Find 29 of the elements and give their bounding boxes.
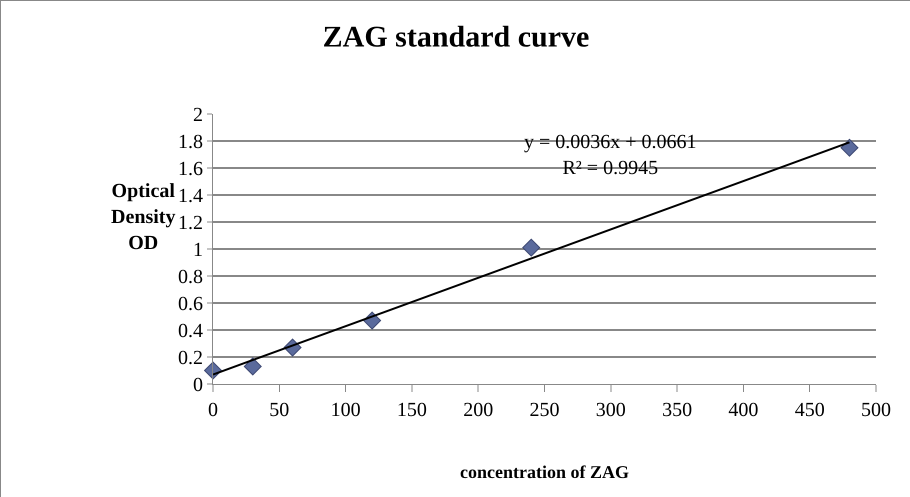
x-tick-label: 200 [463, 399, 494, 421]
y-tick-label: 1.2 [178, 212, 203, 234]
y-tick-label: 0.8 [178, 266, 203, 288]
x-tick-label: 100 [330, 399, 361, 421]
x-tick-label: 300 [596, 399, 626, 421]
y-tick-label: 1 [193, 239, 203, 261]
y-axis-title: Optical Density OD [111, 180, 176, 254]
x-tick-label: 400 [728, 399, 758, 421]
y-tick-label: 1.4 [178, 185, 203, 207]
point [244, 358, 262, 376]
y-tick-label: 1.8 [178, 131, 203, 153]
y-tick-label: 0 [193, 374, 203, 396]
y-tick-label: 0.2 [178, 347, 203, 369]
x-tick-label: 350 [662, 399, 692, 421]
x-tick-label: 500 [861, 399, 891, 421]
y-tick-label: 1.6 [178, 158, 203, 180]
point [522, 238, 540, 257]
chart-title: ZAG standard curve [322, 20, 590, 54]
annotation: y = 0.0036x + 0.0661 R² = 0.9945 [524, 131, 697, 179]
y-tick-label: 0.4 [178, 320, 203, 342]
x-tick-label: 50 [269, 399, 290, 421]
y-tick-label: 2 [193, 104, 203, 126]
x-tick-label: 250 [530, 399, 560, 421]
x-axis-title: concentration of ZAG [460, 462, 629, 482]
x-tick-label: 450 [794, 399, 825, 421]
x-tick-label: 150 [396, 399, 427, 421]
y-tick-label: 0.6 [178, 293, 203, 315]
point [840, 138, 858, 157]
x-tick-label: 0 [208, 399, 218, 421]
